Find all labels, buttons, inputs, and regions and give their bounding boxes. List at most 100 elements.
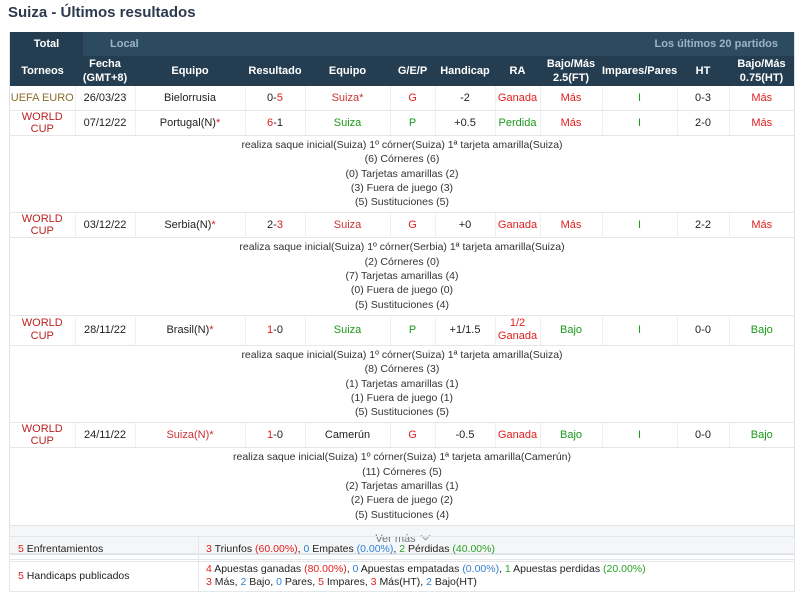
ra-value: Ganada (494, 422, 540, 449)
away-team[interactable]: Suiza* (304, 86, 390, 111)
col-fecha: Fecha (GMT+8) (75, 56, 135, 86)
match-detail-row: realiza saque inicial(Suiza) 1º córner(S… (10, 345, 794, 424)
col-impares-pares: Impares/Pares (602, 56, 677, 86)
ouht-value: Más (728, 110, 794, 136)
stat-line: realiza saque inicial(Suiza) 1º córner(S… (241, 139, 563, 151)
tab-total[interactable]: Total (10, 32, 83, 56)
table-row[interactable]: UEFA EURO 26/03/23 Bielorrusia 0-5 Suiza… (10, 86, 794, 111)
ht-value: 0-0 (676, 422, 729, 449)
gep-value: G (389, 212, 435, 239)
handicap-value: +0.5 (434, 110, 495, 136)
match-score[interactable]: 1-0 (244, 315, 305, 346)
handicap-value: -2 (434, 86, 495, 111)
col-ht: HT (677, 56, 729, 86)
col-torneos: Torneos (10, 56, 75, 86)
match-detail-row: realiza saque inicial(Suiza) 1º córner(S… (10, 237, 794, 316)
col-bajomas-ht: Bajo/Más 0.75(HT) (729, 56, 794, 86)
match-stats: realiza saque inicial(Suiza) 1º córner(S… (10, 135, 794, 214)
stat-line: (5) Sustituciones (5) (355, 406, 449, 419)
tab-local[interactable]: Local (110, 38, 139, 50)
ou-value: Más (539, 86, 602, 111)
table-header-row: Torneos Fecha (GMT+8) Equipo Resultado Eq… (10, 56, 794, 86)
stat-line: realiza saque inicial(Suiza) 1º córner(S… (239, 241, 565, 254)
summary-value: 3 Triunfos (60.00%), 0 Empates (0.00%), … (206, 542, 495, 555)
ra-value: Ganada (494, 212, 540, 239)
match-stats: realiza saque inicial(Suiza) 1º córner(S… (10, 447, 794, 526)
match-score[interactable]: 6-1 (244, 110, 305, 136)
home-team[interactable]: Brasil(N)* (134, 315, 245, 346)
stat-line: (5) Sustituciones (5) (355, 196, 449, 209)
stat-line: (5) Sustituciones (4) (355, 508, 449, 521)
ou-value: Más (539, 212, 602, 239)
ht-value: 2-0 (676, 110, 729, 136)
summary-label: 5 Handicaps publicados (10, 560, 199, 591)
stat-line: (8) Córneres (3) (364, 363, 440, 376)
odd-even-value: I (601, 422, 677, 449)
home-team[interactable]: Portugal(N)* (134, 110, 245, 136)
tabs-bar: Total Local Los últimos 20 partidos (10, 32, 794, 56)
match-date: 24/11/22 (74, 422, 135, 449)
ht-value: 0-0 (676, 315, 729, 346)
ouht-value: Bajo (728, 422, 794, 449)
stat-line: (1) Tarjetas amarillas (1) (345, 377, 459, 390)
ht-value: 2-2 (676, 212, 729, 239)
match-score[interactable]: 1-0 (244, 422, 305, 449)
gep-value: P (389, 315, 435, 346)
ra-value: Perdida (494, 110, 540, 136)
match-stats: realiza saque inicial(Suiza) 1º córner(S… (10, 237, 794, 316)
table-row[interactable]: WORLD CUP 24/11/22 Suiza(N)* 1-0 Camerún… (10, 422, 794, 449)
col-equipo-away: Equipo (305, 56, 390, 86)
summary-value: 4 Apuestas ganadas (80.00%), 0 Apuestas … (206, 562, 646, 588)
ver-mas-label: Ver más (375, 532, 416, 545)
odd-even-value: I (601, 315, 677, 346)
stat-line: (2) Tarjetas amarillas (1) (345, 480, 459, 493)
table-row[interactable]: WORLD CUP 03/12/22 Serbia(N)* 2-3 Suiza … (10, 212, 794, 239)
ou-value: Bajo (539, 422, 602, 449)
table-row[interactable]: WORLD CUP 28/11/22 Brasil(N)* 1-0 Suiza … (10, 315, 794, 346)
match-detail-row: realiza saque inicial(Suiza) 1º córner(S… (10, 447, 794, 526)
away-team[interactable]: Camerún (304, 422, 390, 449)
ouht-value: Más (728, 86, 794, 111)
away-team[interactable]: Suiza (304, 212, 390, 239)
summary-handicaps: 5 Handicaps publicados 4 Apuestas ganada… (9, 559, 795, 592)
match-detail-row: realiza saque inicial(Suiza) 1º córner(S… (10, 135, 794, 214)
tab-last-20[interactable]: Los últimos 20 partidos (654, 38, 778, 50)
odd-even-value: I (601, 110, 677, 136)
home-team[interactable]: Suiza(N)* (134, 422, 245, 449)
match-score[interactable]: 2-3 (244, 212, 305, 239)
stat-line: (11) Córneres (5) (362, 465, 442, 478)
away-team[interactable]: Suiza (304, 315, 390, 346)
summary-label: 5 Enfrentamientos (10, 537, 199, 561)
match-stats: realiza saque inicial(Suiza) 1º córner(S… (10, 345, 794, 424)
summary-enfrentamientos: 5 Enfrentamientos 3 Triunfos (60.00%), 0… (9, 536, 795, 562)
event-name[interactable]: UEFA EURO (10, 86, 75, 111)
stat-line: (2) Córneres (0) (364, 255, 440, 268)
stat-line: (3) Fuera de juego (3) (350, 181, 454, 194)
gep-value: G (389, 422, 435, 449)
gep-value: P (389, 110, 435, 136)
event-name[interactable]: WORLD CUP (10, 422, 75, 449)
home-team[interactable]: Bielorrusia (134, 86, 245, 111)
match-score[interactable]: 0-5 (244, 86, 305, 111)
table-row[interactable]: WORLD CUP 07/12/22 Portugal(N)* 6-1 Suiz… (10, 110, 794, 136)
col-gep: G/E/P (390, 56, 435, 86)
event-name[interactable]: WORLD CUP (10, 212, 75, 239)
match-date: 28/11/22 (74, 315, 135, 346)
home-team[interactable]: Serbia(N)* (134, 212, 245, 239)
stat-line: realiza saque inicial(Suiza) 1º córner(S… (241, 348, 563, 361)
ouht-value: Bajo (728, 315, 794, 346)
match-date: 07/12/22 (74, 110, 135, 136)
stat-line: (5) Sustituciones (4) (355, 298, 449, 311)
handicap-value: +0 (434, 212, 495, 239)
ver-mas-button[interactable]: Ver más (10, 525, 794, 554)
odd-even-value: I (601, 86, 677, 111)
match-date: 03/12/22 (74, 212, 135, 239)
stat-line: (0) Tarjetas amarillas (2) (345, 167, 459, 180)
col-resultado: Resultado (245, 56, 305, 86)
away-team[interactable]: Suiza (304, 110, 390, 136)
event-name[interactable]: WORLD CUP (10, 315, 75, 346)
event-name[interactable]: WORLD CUP (10, 110, 75, 136)
ou-value: Bajo (539, 315, 602, 346)
results-table: Torneos Fecha (GMT+8) Equipo Resultado Eq… (10, 56, 794, 526)
stat-line: (2) Fuera de juego (2) (350, 494, 454, 507)
